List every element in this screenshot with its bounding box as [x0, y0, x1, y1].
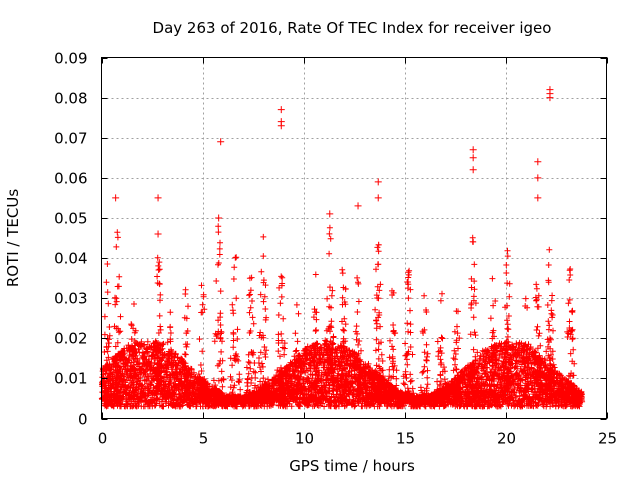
notable-point [469, 154, 477, 162]
x-tick-label: 20 [497, 430, 516, 448]
y-axis-label: ROTI / TECUs [4, 189, 22, 287]
y-tick-label: 0.02 [54, 330, 87, 348]
x-tick-labels: 0 5 10 15 20 25 [98, 430, 617, 448]
y-tick-labels: 0 0.01 0.02 0.03 0.04 0.05 0.06 0.07 0.08 0.09 [54, 50, 87, 429]
y-tick-label: 0.04 [54, 250, 87, 268]
x-tick-label: 5 [199, 430, 209, 448]
y-tick-label: 0.05 [54, 210, 87, 228]
notable-point [546, 94, 554, 102]
notable-point [469, 146, 477, 154]
notable-point [374, 178, 382, 186]
x-tick-label: 15 [396, 430, 415, 448]
y-tick-label: 0.06 [54, 170, 87, 188]
data-points [98, 86, 586, 410]
notable-point [154, 194, 162, 202]
plot-frame [101, 57, 607, 419]
notable-point [112, 194, 120, 202]
y-tick-label: 0.09 [54, 50, 87, 68]
y-tick-label: 0.01 [54, 370, 87, 388]
x-tick-label: 0 [98, 430, 108, 448]
axis-ticks [101, 57, 608, 420]
x-tick-label: 25 [598, 430, 617, 448]
y-tick-label: 0.07 [54, 130, 87, 148]
notable-point [277, 106, 285, 114]
chart-title: Day 263 of 2016, Rate Of TEC Index for r… [153, 19, 552, 37]
y-tick-label: 0 [78, 411, 88, 429]
x-axis-label: GPS time / hours [289, 457, 415, 475]
notable-point [469, 166, 477, 174]
notable-point [215, 214, 223, 222]
notable-point [534, 194, 542, 202]
notable-point [326, 210, 334, 218]
y-tick-label: 0.03 [54, 290, 87, 308]
notable-point [154, 230, 162, 238]
notable-point [277, 122, 285, 130]
notable-point [374, 194, 382, 202]
notable-point [534, 174, 542, 182]
x-tick-label: 10 [295, 430, 314, 448]
notable-point [354, 202, 362, 210]
notable-point [217, 138, 225, 146]
y-tick-label: 0.08 [54, 90, 87, 108]
scatter-points [98, 223, 586, 410]
notable-point [534, 158, 542, 166]
